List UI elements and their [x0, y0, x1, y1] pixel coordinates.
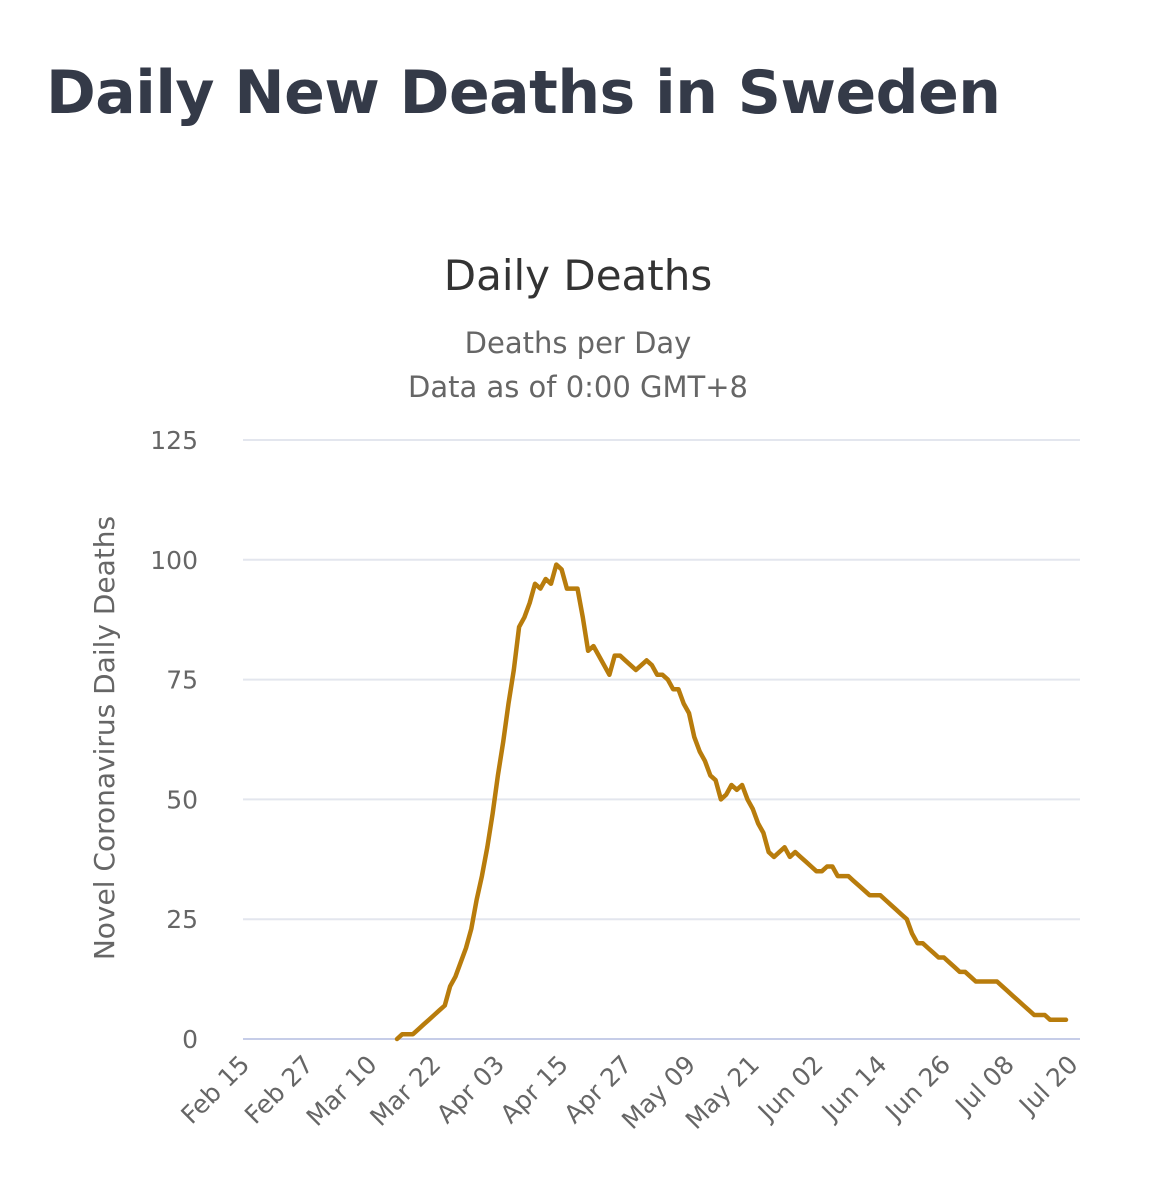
y-tick-label: 25 [166, 905, 198, 934]
y-axis-ticks: 0 25 50 75 100 125 [150, 426, 198, 1054]
chart-title: Daily Deaths [444, 251, 713, 300]
x-tick-label: Jun 02 [751, 1050, 829, 1128]
page-title: Daily New Deaths in Sweden [46, 58, 1001, 128]
daily-deaths-line [394, 562, 1069, 1042]
x-tick-label: Apr 03 [431, 1050, 510, 1129]
y-tick-label: 50 [166, 785, 198, 814]
grid-layer [243, 439, 1080, 1040]
y-tick-label: 125 [150, 426, 198, 455]
x-tick-label: Mar 10 [301, 1050, 383, 1132]
chart-subtitle: Deaths per Day [465, 326, 692, 360]
x-tick-label: Jun 14 [815, 1050, 893, 1128]
chart-data-date: Data as of 0:00 GMT+8 [408, 370, 748, 404]
series-layer [394, 562, 1069, 1042]
x-tick-label: Jul 20 [1012, 1050, 1083, 1121]
x-tick-label: Jul 08 [949, 1050, 1020, 1121]
y-tick-label: 75 [166, 666, 198, 695]
x-tick-label: Mar 22 [364, 1050, 446, 1132]
y-axis-title: Novel Coronavirus Daily Deaths [88, 516, 121, 960]
x-tick-label: Jun 26 [879, 1050, 957, 1128]
x-tick-label: Apr 15 [495, 1050, 574, 1129]
y-tick-label: 100 [150, 546, 198, 575]
y-tick-label: 0 [182, 1025, 198, 1054]
x-tick-label: Feb 15 [175, 1050, 255, 1130]
